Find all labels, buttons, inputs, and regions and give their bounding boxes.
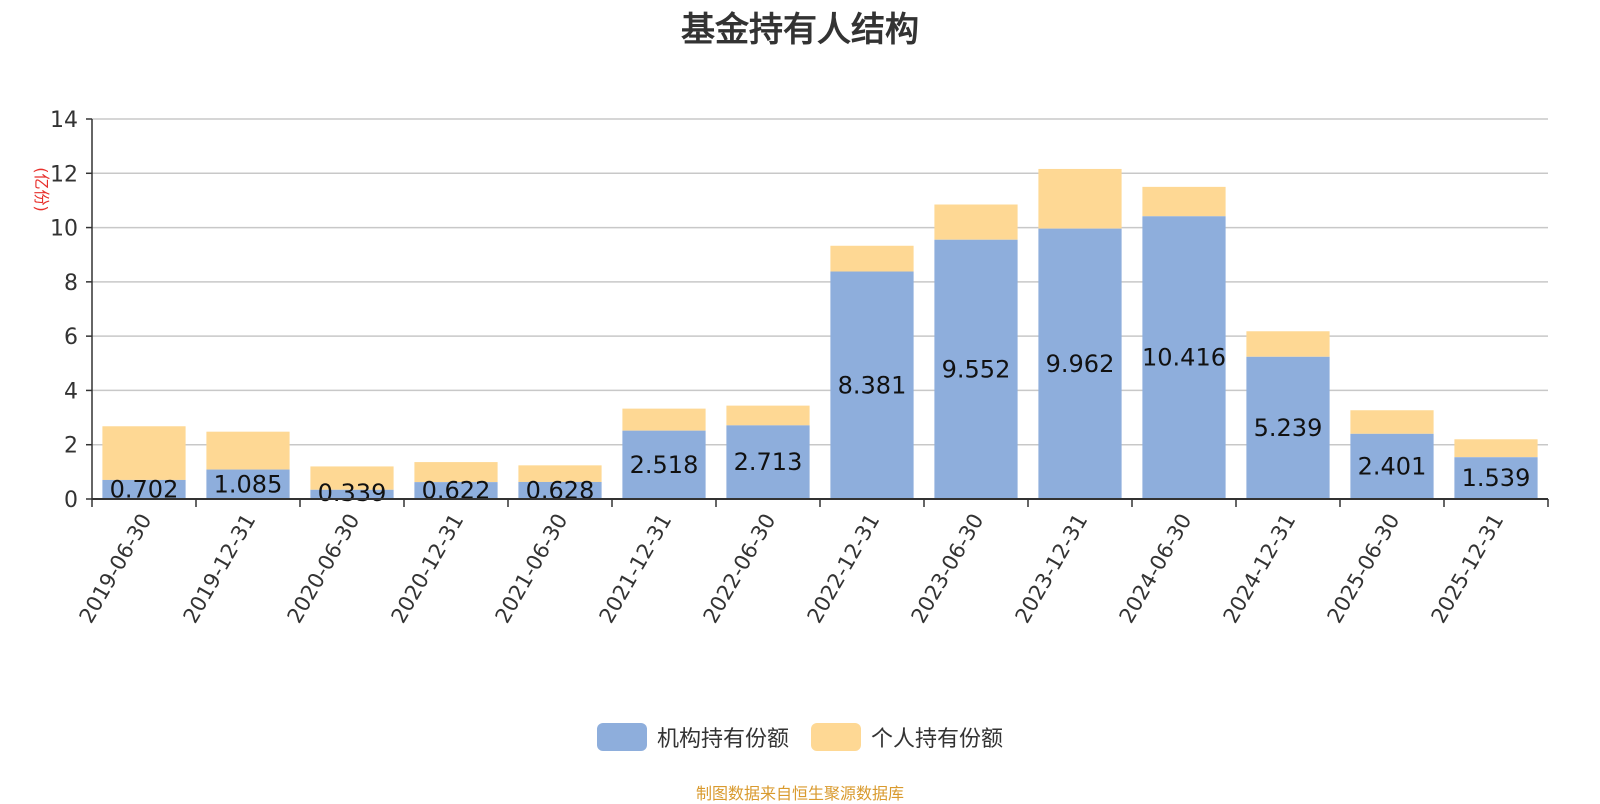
x-tick-label: 2022-06-30 — [699, 510, 781, 628]
data-label: 0.622 — [422, 477, 491, 505]
data-label: 5.239 — [1254, 414, 1323, 442]
bar-institution — [1246, 356, 1330, 499]
bar-individual — [1350, 410, 1434, 434]
bar-individual — [1454, 439, 1538, 458]
bar-institution — [830, 271, 914, 499]
bar-institution — [206, 469, 290, 499]
x-tick-label: 2024-12-31 — [1219, 510, 1301, 628]
data-label: 2.401 — [1358, 452, 1427, 480]
x-tick-label: 2025-12-31 — [1427, 510, 1509, 628]
legend-item-individual[interactable]: 个人持有份额 — [811, 721, 1003, 753]
bar-individual — [934, 204, 1018, 240]
y-tick-label: 12 — [50, 162, 78, 187]
bar-individual — [1246, 331, 1330, 357]
data-label: 1.085 — [214, 470, 283, 498]
data-label: 8.381 — [838, 371, 907, 399]
legend-label-institution: 机构持有份额 — [656, 727, 789, 752]
y-tick-label: 14 — [50, 108, 78, 133]
bar-institution — [726, 425, 810, 499]
x-tick-label: 2020-12-31 — [387, 510, 469, 628]
bar-individual — [1142, 186, 1226, 217]
bar-individual — [622, 408, 706, 431]
bar-individual — [310, 466, 394, 490]
bar-institution — [518, 481, 602, 499]
data-label: 2.713 — [734, 448, 803, 476]
data-label: 10.416 — [1142, 344, 1226, 372]
legend: 机构持有份额 个人持有份额 — [0, 721, 1600, 753]
data-label: 9.552 — [942, 355, 1011, 383]
data-label: 0.339 — [318, 479, 387, 507]
x-tick-label: 2019-12-31 — [179, 510, 261, 628]
bar-institution — [934, 239, 1018, 499]
bar-individual — [102, 426, 186, 480]
bar-institution — [622, 430, 706, 499]
x-tick-label: 2021-12-31 — [595, 510, 677, 628]
x-tick-label: 2022-12-31 — [803, 510, 885, 628]
bar-institution — [1454, 457, 1538, 499]
bar-institution — [414, 482, 498, 499]
y-axis-label: (亿份) — [32, 167, 51, 212]
bar-institution — [102, 479, 186, 499]
y-tick-label: 4 — [64, 379, 78, 404]
x-tick-label: 2019-06-30 — [75, 510, 157, 628]
bar-individual — [518, 465, 602, 482]
legend-item-institution[interactable]: 机构持有份额 — [596, 721, 789, 753]
bar-individual — [726, 405, 810, 426]
x-tick-label: 2025-06-30 — [1323, 510, 1405, 628]
bar-individual — [206, 431, 290, 470]
x-tick-label: 2023-06-30 — [907, 510, 989, 628]
y-tick-label: 0 — [64, 488, 78, 513]
y-tick-label: 6 — [64, 325, 78, 350]
data-label: 1.539 — [1462, 464, 1531, 492]
legend-swatch-institution — [596, 723, 647, 751]
x-tick-label: 2023-12-31 — [1011, 510, 1093, 628]
data-label: 2.518 — [630, 451, 699, 479]
legend-label-individual: 个人持有份额 — [871, 727, 1004, 752]
bar-individual — [830, 245, 914, 272]
data-label: 9.962 — [1046, 350, 1115, 378]
bar-institution — [310, 489, 394, 499]
legend-swatch-individual — [811, 723, 861, 751]
x-tick-label: 2020-06-30 — [283, 510, 365, 628]
data-label: 0.628 — [526, 476, 595, 504]
chart-title: 基金持有人结构 — [681, 10, 919, 50]
bar-individual — [414, 462, 498, 483]
y-tick-label: 2 — [64, 434, 78, 459]
y-tick-label: 10 — [50, 217, 78, 242]
x-tick-label: 2024-06-30 — [1115, 510, 1197, 628]
bar-institution — [1142, 216, 1226, 499]
bar-institution — [1038, 228, 1122, 500]
bar-institution — [1350, 433, 1434, 499]
y-tick-label: 8 — [64, 271, 78, 296]
bar-individual — [1038, 168, 1122, 229]
source-note: 制图数据来自恒生聚源数据库 — [695, 784, 904, 803]
x-tick-label: 2021-06-30 — [491, 510, 573, 628]
